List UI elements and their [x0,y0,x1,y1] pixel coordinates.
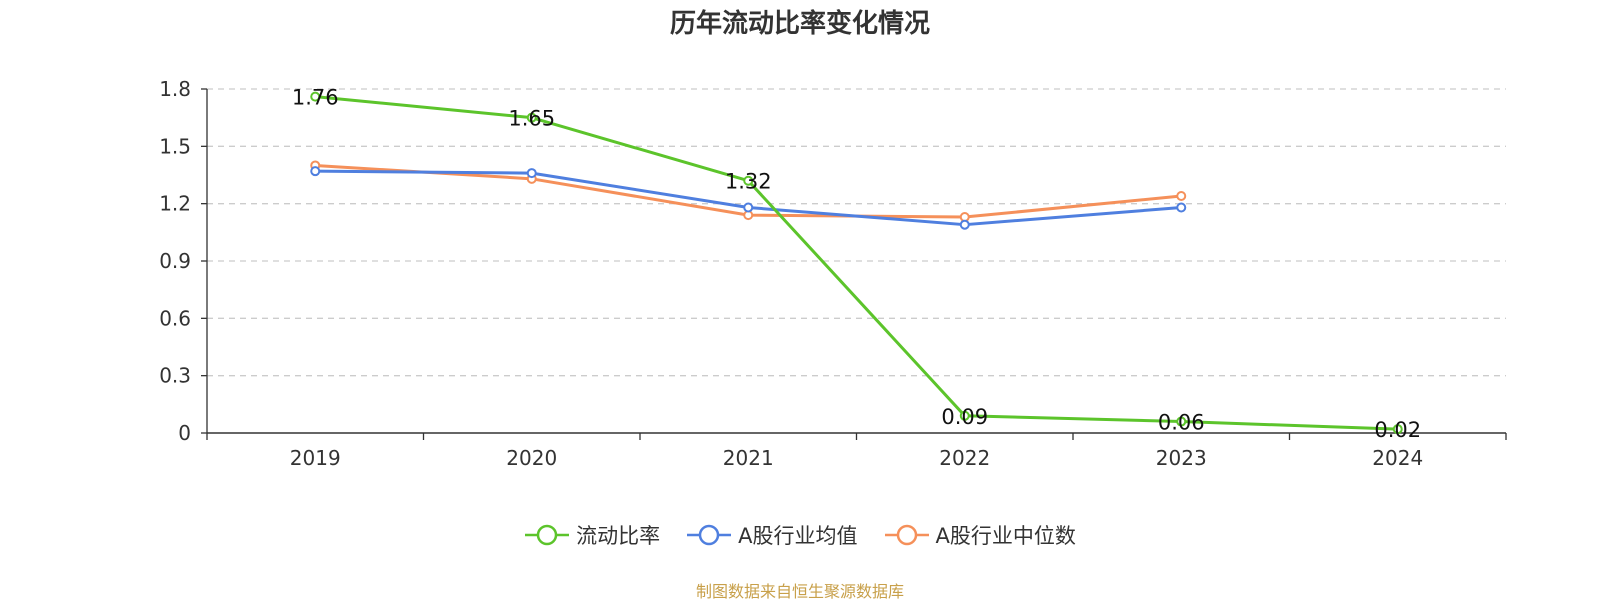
legend-label: A股行业均值 [738,524,858,548]
legend-item[interactable]: 流动比率 [524,520,660,550]
x-tick-label: 2020 [506,446,557,470]
data-label: 1.32 [725,170,772,194]
data-point [959,219,970,230]
data-point [310,166,321,177]
data-point [1176,202,1187,213]
grid-lines [207,88,1506,377]
x-tick-label: 2023 [1156,446,1207,470]
legend-symbol [884,524,929,546]
data-point [743,175,754,186]
y-tick-label: 0.3 [159,364,191,388]
y-tick-label: 1.8 [159,77,191,101]
data-point [526,112,537,123]
x-tick-label: 2024 [1372,446,1423,470]
x-tick-label: 2021 [723,446,774,470]
legend-item[interactable]: A股行业均值 [686,520,858,550]
series-line [315,95,1398,431]
x-tick-label: 2022 [939,446,990,470]
data-point [1176,191,1187,202]
legend-symbol [525,524,570,546]
legend-item[interactable]: A股行业中位数 [884,520,1076,550]
x-tick-label: 2019 [290,446,341,470]
legend-label: 流动比率 [576,524,661,548]
source-note: 制图数据来自恒生聚源数据库 [695,582,904,601]
axes: 0 0.3 0.6 0.9 1.2 1.5 1.8 2019 2020 2021 2022 2023 2… [159,77,1507,470]
data-point [1176,416,1187,427]
data-point [1392,424,1403,435]
chart-title: 历年流动比率变化情况 [669,9,930,39]
legend-marker [698,524,720,546]
y-tick-label: 1.5 [159,134,191,158]
y-tick-label: 0.9 [159,249,191,273]
data-label: 1.65 [508,107,555,131]
y-tick-label: 0.6 [159,306,191,330]
y-tick-label: 0 [178,421,191,445]
data-label: 0.02 [1374,418,1421,442]
data-point [526,168,537,179]
data-label: 0.06 [1158,411,1205,435]
data-point [743,202,754,213]
legend-marker [536,524,558,546]
legend-symbol [687,524,732,546]
data-point [959,410,970,421]
legend-label: A股行业中位数 [935,524,1076,548]
y-tick-label: 1.2 [159,192,191,216]
legend-marker [896,524,917,546]
data-point [310,91,321,102]
data-labels: 1.76 1.65 1.32 0.09 0.06 0.02 [292,86,1421,443]
series-lines [310,91,1403,435]
legend: 流动比率 A股行业均值 A股行业中位数 [0,520,1600,550]
data-label: 1.76 [292,86,339,110]
data-label: 0.09 [941,405,988,429]
